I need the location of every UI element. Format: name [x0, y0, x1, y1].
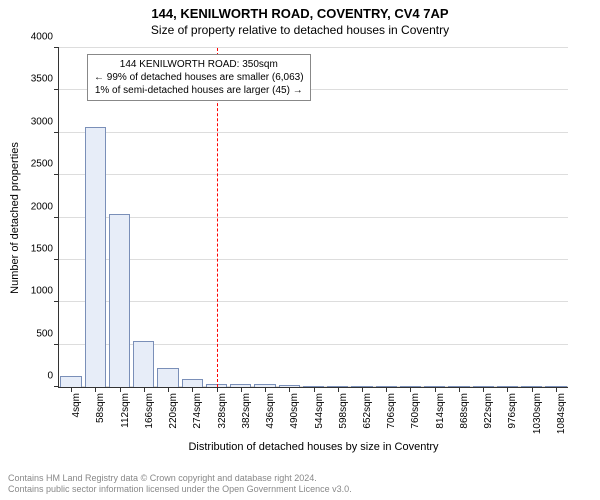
y-tick-label: 1500 [31, 243, 53, 254]
y-tick-label: 3000 [31, 116, 53, 127]
x-tick-mark [314, 387, 315, 392]
bar [448, 386, 469, 387]
y-tick-mark [54, 217, 59, 218]
x-tick-label: 382sqm [241, 393, 252, 429]
bar [157, 368, 178, 387]
bar [182, 379, 203, 387]
bar [473, 386, 494, 387]
bar [303, 386, 324, 387]
x-tick-label: 598sqm [338, 393, 349, 429]
x-tick-mark [71, 387, 72, 392]
x-tick-mark [144, 387, 145, 392]
x-tick-mark [410, 387, 411, 392]
x-tick-label: 112sqm [120, 393, 131, 428]
callout-line-3: 1% of semi-detached houses are larger (4… [94, 84, 304, 97]
x-tick-mark [217, 387, 218, 392]
callout-line-2: ← 99% of detached houses are smaller (6,… [94, 71, 304, 84]
bar [497, 386, 518, 387]
gridline [59, 132, 568, 133]
x-tick-label: 868sqm [459, 393, 470, 429]
callout-line-1: 144 KENILWORTH ROAD: 350sqm [94, 58, 304, 71]
y-tick-mark [54, 344, 59, 345]
y-tick-mark [54, 132, 59, 133]
bar [109, 214, 130, 387]
bar [376, 386, 397, 387]
x-tick-mark [168, 387, 169, 392]
x-tick-mark [386, 387, 387, 392]
x-axis-label: Distribution of detached houses by size … [188, 441, 438, 453]
y-tick-label: 1000 [31, 286, 53, 297]
x-tick-label: 58sqm [95, 393, 106, 423]
bar [327, 386, 348, 387]
bar [545, 386, 566, 387]
x-tick-mark [241, 387, 242, 392]
x-tick-label: 4sqm [71, 393, 82, 417]
x-tick-mark [289, 387, 290, 392]
y-tick-label: 4000 [31, 32, 53, 43]
chart-title-sub: Size of property relative to detached ho… [0, 21, 600, 37]
y-tick-label: 0 [47, 371, 53, 382]
y-tick-mark [54, 47, 59, 48]
y-tick-mark [54, 89, 59, 90]
x-tick-label: 490sqm [289, 393, 300, 429]
x-tick-label: 220sqm [168, 393, 179, 429]
x-tick-mark [507, 387, 508, 392]
gridline [59, 217, 568, 218]
x-tick-mark [120, 387, 121, 392]
plot-region: Number of detached properties Distributi… [58, 48, 568, 388]
y-tick-label: 2500 [31, 159, 53, 170]
x-tick-mark [265, 387, 266, 392]
gridline [59, 174, 568, 175]
bar [60, 376, 81, 387]
y-tick-label: 2000 [31, 201, 53, 212]
y-tick-mark [54, 386, 59, 387]
x-tick-mark [435, 387, 436, 392]
y-axis-label: Number of detached properties [9, 142, 21, 294]
bar [279, 385, 300, 387]
x-tick-label: 544sqm [314, 393, 325, 429]
bar [133, 341, 154, 387]
y-tick-label: 500 [36, 328, 53, 339]
footer-line-2: Contains public sector information licen… [8, 484, 592, 496]
x-tick-label: 652sqm [362, 393, 373, 429]
x-tick-mark [192, 387, 193, 392]
y-tick-label: 3500 [31, 74, 53, 85]
x-tick-mark [532, 387, 533, 392]
x-tick-label: 166sqm [144, 393, 155, 429]
x-tick-mark [556, 387, 557, 392]
x-tick-mark [95, 387, 96, 392]
x-tick-label: 922sqm [483, 393, 494, 429]
bar [521, 386, 542, 387]
x-tick-label: 274sqm [192, 393, 203, 429]
x-tick-label: 814sqm [435, 393, 446, 429]
x-tick-mark [338, 387, 339, 392]
x-tick-label: 436sqm [265, 393, 276, 429]
x-tick-label: 706sqm [386, 393, 397, 429]
footer-line-1: Contains HM Land Registry data © Crown c… [8, 473, 592, 485]
x-tick-label: 760sqm [410, 393, 421, 429]
gridline [59, 301, 568, 302]
bar [351, 386, 372, 387]
bar [230, 384, 251, 387]
bar [85, 127, 106, 387]
x-tick-mark [483, 387, 484, 392]
y-tick-mark [54, 174, 59, 175]
gridline [59, 47, 568, 48]
bar [424, 386, 445, 387]
chart-title-main: 144, KENILWORTH ROAD, COVENTRY, CV4 7AP [0, 0, 600, 21]
y-tick-mark [54, 301, 59, 302]
bar [254, 384, 275, 387]
x-tick-mark [362, 387, 363, 392]
x-tick-label: 1084sqm [556, 393, 567, 434]
x-tick-label: 976sqm [507, 393, 518, 429]
x-tick-label: 328sqm [217, 393, 228, 429]
x-tick-label: 1030sqm [532, 393, 543, 434]
gridline [59, 259, 568, 260]
chart-area: Number of detached properties Distributi… [58, 48, 568, 388]
bar [400, 386, 421, 387]
y-tick-mark [54, 259, 59, 260]
attribution-footer: Contains HM Land Registry data © Crown c… [8, 473, 592, 496]
marker-callout: 144 KENILWORTH ROAD: 350sqm ← 99% of det… [87, 54, 311, 101]
x-tick-mark [459, 387, 460, 392]
